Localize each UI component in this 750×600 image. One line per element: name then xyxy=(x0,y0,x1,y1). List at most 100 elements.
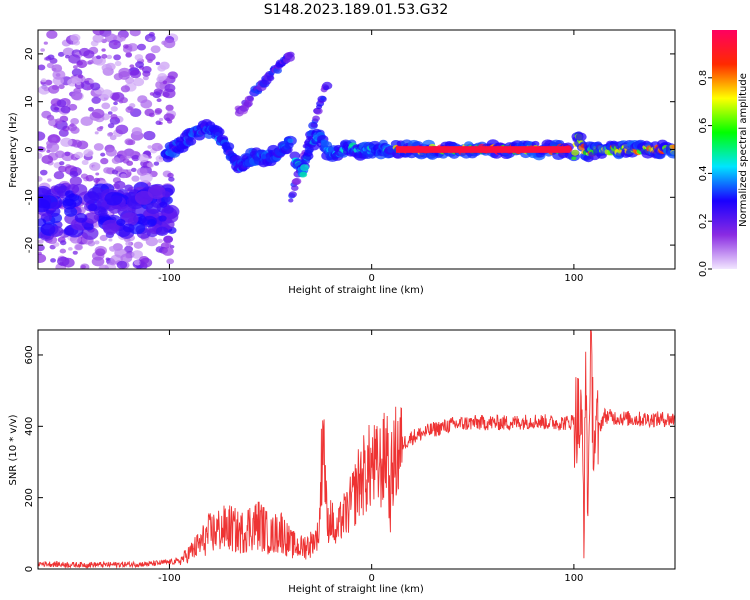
spectral-blob xyxy=(101,102,111,110)
spectral-blob xyxy=(56,99,67,108)
spectral-blob xyxy=(157,64,167,72)
spectral-blob xyxy=(103,167,112,174)
spectral-blob xyxy=(38,64,46,71)
spectral-blob xyxy=(104,191,123,206)
spectral-blob xyxy=(101,89,113,99)
spectral-blob xyxy=(91,96,101,104)
colorbar-tick-label: 0.8 xyxy=(698,70,709,86)
spectral-blob xyxy=(92,34,104,43)
spectrogram-y-ticks: -20 -10 0 10 20 xyxy=(24,48,675,253)
x-tick-label: 0 xyxy=(368,273,374,284)
spectral-blob xyxy=(101,48,106,52)
spectral-blob xyxy=(68,103,78,111)
spectral-blob xyxy=(70,118,80,125)
spectral-blob xyxy=(134,54,144,61)
x-tick-label: 100 xyxy=(564,573,583,584)
spectral-blob xyxy=(50,258,56,263)
spectral-blob xyxy=(60,240,67,246)
y-tick-label: 20 xyxy=(24,48,35,61)
spectral-blob xyxy=(40,48,45,52)
spectral-blob xyxy=(83,191,100,205)
spectral-blob xyxy=(101,63,113,72)
y-tick-label: 600 xyxy=(24,345,35,364)
spectral-blob xyxy=(51,84,59,91)
spectral-blob xyxy=(81,159,89,166)
spectral-blob xyxy=(163,205,174,214)
spectral-blob xyxy=(167,71,178,80)
snr-y-label: SNR (10 * v/v) xyxy=(8,414,19,485)
spectral-blob xyxy=(55,150,65,159)
spectral-blob xyxy=(108,238,113,242)
spectral-blob xyxy=(86,86,92,90)
spectral-blob xyxy=(124,184,133,192)
spectral-blob xyxy=(64,206,78,217)
spectral-blob xyxy=(162,246,174,256)
spectral-blob xyxy=(110,106,118,112)
spectral-blob xyxy=(153,161,160,166)
spectral-blob xyxy=(69,123,75,127)
spectral-blob xyxy=(145,53,156,62)
spectral-blob xyxy=(53,183,67,194)
spectral-blob xyxy=(133,77,145,87)
spectral-blob xyxy=(139,257,153,268)
y-tick-label: 10 xyxy=(24,95,35,108)
spectral-blob xyxy=(157,238,164,244)
spectral-blob xyxy=(88,79,95,84)
spectral-blob xyxy=(129,30,141,37)
spectral-blob xyxy=(38,131,46,141)
spectral-blob xyxy=(146,162,153,168)
y-tick-label: -20 xyxy=(24,237,35,253)
spectrogram-x-label: Height of straight line (km) xyxy=(288,285,424,296)
spectral-blob xyxy=(131,167,137,173)
spectrogram-y-label: Frequency (Hz) xyxy=(8,112,19,188)
spectral-blob xyxy=(159,201,168,208)
spectral-blob xyxy=(115,167,120,171)
spectral-blob xyxy=(147,185,166,200)
y-tick-label: 200 xyxy=(24,488,35,507)
spectral-blob xyxy=(38,146,44,152)
spectral-blob xyxy=(46,144,53,149)
spectral-blob xyxy=(106,54,113,60)
spectral-blob xyxy=(83,49,95,59)
spectral-blob xyxy=(62,198,77,210)
spectral-blob xyxy=(120,97,128,104)
spectral-blob xyxy=(95,172,100,176)
colorbar-ticks: 0.0 0.2 0.4 0.6 0.8 xyxy=(698,70,712,277)
spectral-blob xyxy=(116,218,126,226)
spectral-blob xyxy=(111,169,119,175)
spectral-blob xyxy=(387,148,394,154)
spectral-blob xyxy=(72,40,81,46)
spectral-blob xyxy=(167,172,174,178)
spectral-blob xyxy=(116,260,128,269)
spectral-blob xyxy=(57,256,70,267)
spectral-blob xyxy=(99,234,108,242)
colorbar-tick-label: 0.6 xyxy=(698,118,709,134)
spectral-blob xyxy=(286,51,295,58)
spectral-blob xyxy=(41,78,47,83)
spectral-blob xyxy=(133,259,142,266)
spectral-blob xyxy=(92,30,105,36)
spectral-blob xyxy=(140,99,153,109)
spectrogram-marks xyxy=(38,30,675,269)
spectral-blob xyxy=(85,174,95,182)
spectral-blob xyxy=(113,101,118,106)
spectral-blob xyxy=(288,198,294,203)
spectrogram-x-ticks: -100 0 100 xyxy=(158,30,583,284)
spectral-blob xyxy=(107,132,113,137)
spectral-blob xyxy=(107,123,115,129)
spectral-blob xyxy=(38,239,44,244)
spectral-blob xyxy=(54,106,60,111)
spectral-blob xyxy=(158,215,167,222)
spectral-blob xyxy=(40,169,48,176)
spectral-blob xyxy=(81,226,99,240)
spectral-blob xyxy=(135,61,144,69)
spectral-blob xyxy=(53,124,58,128)
spectral-blob xyxy=(129,69,142,79)
spectral-blob xyxy=(137,43,146,51)
spectral-blob xyxy=(94,131,99,135)
spectral-blob xyxy=(100,157,109,165)
spectral-blob xyxy=(77,74,84,79)
spectral-blob xyxy=(113,180,126,190)
spectral-blob xyxy=(43,86,50,92)
spectral-blob xyxy=(41,155,54,164)
